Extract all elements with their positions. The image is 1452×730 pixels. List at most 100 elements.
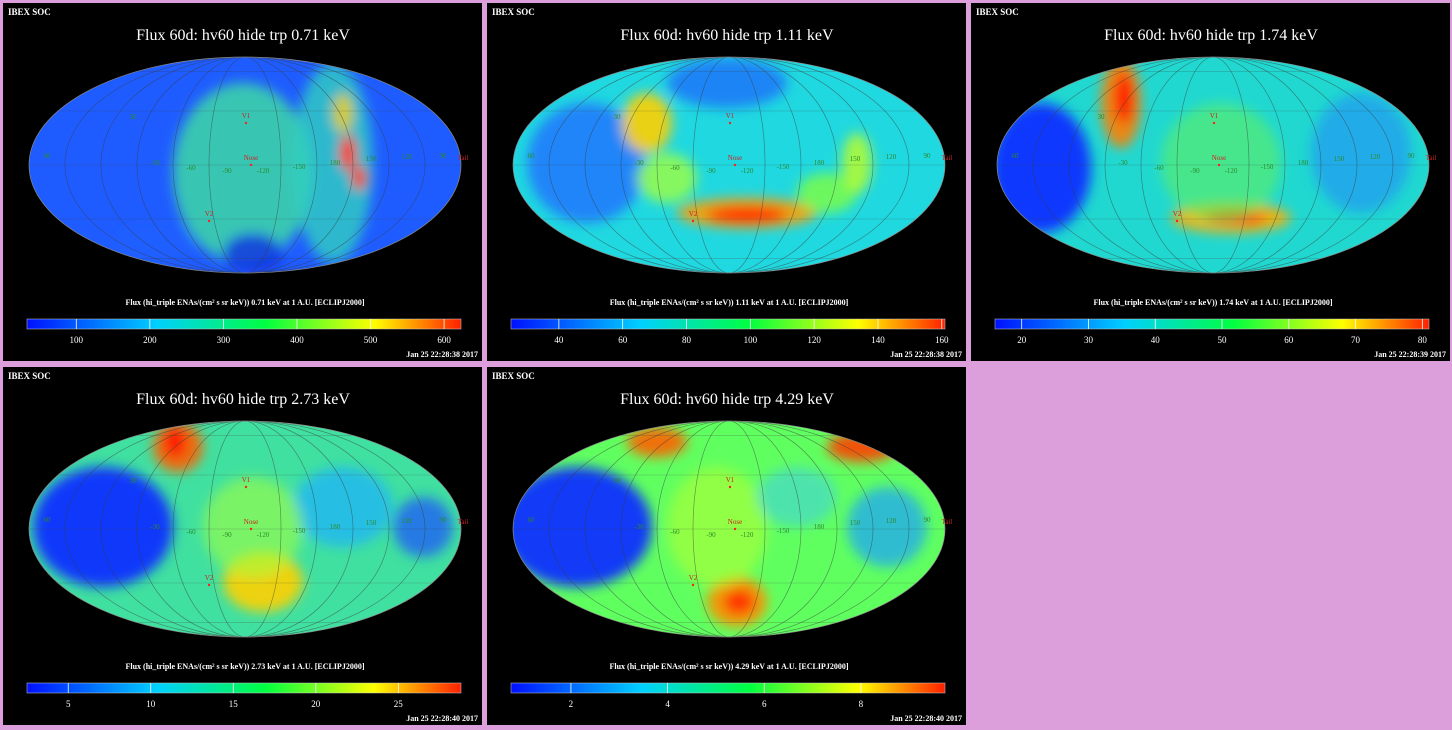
meridian: [1068, 57, 1358, 273]
panel-svg: IBEX SOC Flux 60d: hv60 hide trp 1.74 keV…: [976, 7, 1446, 359]
map-outline: [28, 56, 462, 274]
meridian: [548, 421, 910, 637]
colorbar-tick-label: 100: [70, 335, 84, 345]
map-blobs: [113, 63, 373, 273]
map-label: -90: [706, 531, 716, 539]
map-label: -60: [186, 528, 196, 536]
meridian: [584, 421, 874, 637]
map-label: -150: [777, 527, 790, 535]
colorbar-tick-label: 300: [217, 335, 231, 345]
meridian: [620, 57, 838, 273]
map-blobs: [997, 58, 1411, 233]
map-label: -120: [257, 531, 270, 539]
timestamp: Jan 25 22:28:40 2017: [890, 714, 962, 723]
map-label: Nose: [244, 154, 258, 162]
map-blob: [622, 93, 672, 153]
meridian: [1068, 57, 1358, 273]
map-blob: [33, 467, 173, 587]
colorbar-tick-label: 10: [146, 699, 156, 709]
meridian: [656, 57, 802, 273]
map-blob: [1311, 93, 1411, 213]
colorbar-tick-label: 8: [859, 699, 864, 709]
meridian: [656, 421, 802, 637]
marker: [1212, 121, 1216, 125]
marker: [249, 163, 253, 167]
meridian: [136, 421, 354, 637]
meridian: [620, 421, 838, 637]
timestamp: Jan 25 22:28:38 2017: [890, 350, 962, 359]
map-label: 30: [614, 113, 622, 121]
map-blob: [1115, 73, 1133, 123]
meridian: [172, 421, 318, 637]
map-label: Tail: [1426, 154, 1437, 162]
map-blob: [627, 427, 687, 457]
colorbar-tick-label: 5: [66, 699, 71, 709]
map-label: 60: [44, 516, 52, 524]
map-label: 150: [366, 155, 377, 163]
map-label: 90: [440, 152, 448, 160]
meridian: [548, 57, 910, 273]
map-blob: [113, 223, 193, 263]
map-blob: [667, 58, 787, 108]
colorbar-tick-label: 400: [290, 335, 304, 345]
map-label: -30: [634, 159, 644, 167]
map-blob: [667, 467, 767, 587]
map-label: Tail: [942, 518, 953, 526]
map-label: -30: [634, 523, 644, 531]
map-label: -60: [186, 164, 196, 172]
colorbar-tick-label: 140: [871, 335, 885, 345]
colorbar-tick-label: 100: [744, 335, 758, 345]
map-blob: [707, 207, 787, 223]
map-label: 150: [850, 155, 861, 163]
map-label: -90: [222, 531, 232, 539]
map-label: -150: [293, 527, 306, 535]
marker: [244, 485, 248, 489]
marker: [207, 219, 211, 223]
colorbar-tick-label: 120: [807, 335, 821, 345]
map-blob: [333, 93, 353, 133]
marker: [691, 219, 695, 223]
map-blob: [293, 467, 393, 547]
map-label: 150: [1334, 155, 1345, 163]
meridian: [584, 57, 874, 273]
colorbar-tick-label: 20: [311, 699, 321, 709]
map-label: Tail: [458, 518, 469, 526]
panel-svg: IBEX SOC Flux 60d: hv60 hide trp 1.11 keV…: [492, 7, 962, 359]
meridian: [656, 421, 802, 637]
map-label: 150: [850, 519, 861, 527]
map-label: V2: [205, 210, 214, 218]
map-label: -90: [1190, 167, 1200, 175]
map-label: 30: [130, 113, 138, 121]
colorbar: [994, 318, 1430, 330]
meridian: [136, 57, 354, 273]
map-blob: [997, 103, 1091, 233]
map-label: V1: [726, 112, 735, 120]
sky-map: [513, 421, 945, 637]
map-label: 30: [130, 477, 138, 485]
org-label: IBEX SOC: [976, 7, 1019, 17]
meridian: [100, 421, 390, 637]
colorbar: [510, 682, 946, 694]
colorbar-label: Flux (hi_triple ENAs/(cm² s sr keV)) 1.7…: [1094, 298, 1333, 307]
colorbar-tick-label: 500: [364, 335, 378, 345]
sky-map: [997, 57, 1429, 273]
map-label: V1: [242, 476, 251, 484]
map-blobs: [513, 427, 927, 627]
meridian: [208, 57, 282, 273]
colorbar-tick-label: 4: [665, 699, 670, 709]
meridian: [692, 57, 766, 273]
meridian: [64, 421, 426, 637]
map-label: 30: [1098, 113, 1106, 121]
panel-svg: IBEX SOC Flux 60d: hv60 hide trp 0.71 keV…: [8, 7, 478, 359]
colorbar-tick-label: 40: [1151, 335, 1161, 345]
map-label: -30: [150, 159, 160, 167]
map-label: 180: [1298, 159, 1309, 167]
meridian: [656, 57, 802, 273]
org-label: IBEX SOC: [8, 371, 51, 381]
meridian: [172, 57, 318, 273]
meridian: [1032, 57, 1394, 273]
map-label: Nose: [728, 154, 742, 162]
map-blob: [352, 166, 366, 190]
map-blobs: [33, 422, 453, 612]
